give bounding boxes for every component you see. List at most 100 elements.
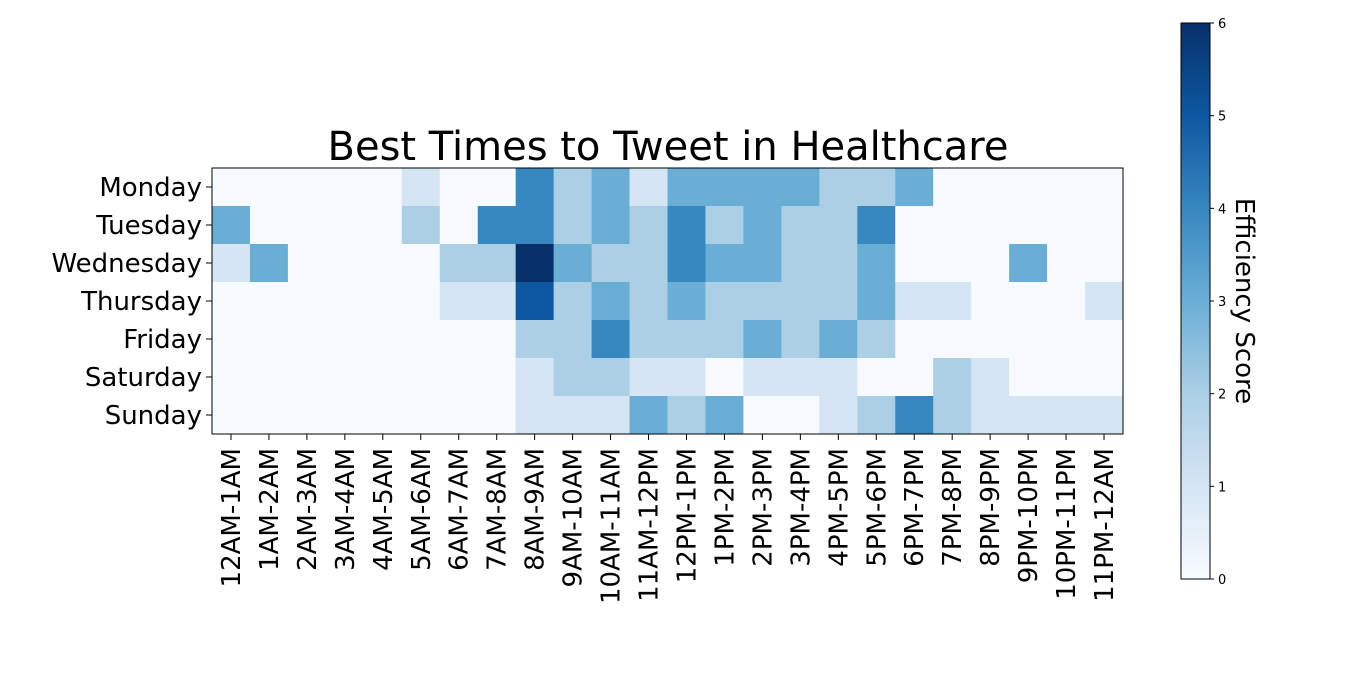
heatmap-cell: [895, 244, 934, 283]
heatmap-cell: [287, 396, 327, 435]
heatmap-cell: [212, 244, 251, 283]
heatmap-cell: [249, 396, 289, 435]
heatmap-cell: [667, 282, 706, 321]
heatmap-cell: [249, 358, 289, 397]
heatmap-cell: [743, 320, 782, 359]
x-axis: 12AM-1AM 1AM-2AM 2AM-3AM 3AM-4AM 4AM-5AM 5AM-…: [217, 434, 1120, 604]
heatmap-cell: [705, 168, 744, 207]
heatmap-cell: [249, 320, 289, 359]
heatmap-cell: [325, 168, 365, 207]
heatmap-cell: [212, 168, 251, 207]
heatmap-cell: [591, 320, 631, 359]
heatmap-cell: [212, 358, 251, 397]
heatmap-cell: [1047, 396, 1086, 435]
colorbar-ticks: 0 1 2 3 4 5 6: [1210, 17, 1226, 588]
heatmap-cell: [1085, 206, 1124, 245]
heatmap-cell: [363, 206, 403, 245]
heatmap-cell: [705, 396, 744, 435]
x-tick-label: 3PM-4PM: [786, 448, 816, 567]
y-axis: Monday Tuesday Wednesday Thursday Friday Satu…: [51, 173, 212, 431]
heatmap-cell: [629, 206, 668, 245]
heatmap-cell: [249, 206, 289, 245]
heatmap-cell: [857, 282, 896, 321]
heatmap-cell: [1047, 244, 1086, 283]
heatmap-cell: [553, 396, 593, 435]
heatmap-cell: [1009, 358, 1048, 397]
heatmap-cell: [781, 244, 820, 283]
x-tick-label: 10AM-11AM: [597, 448, 627, 604]
heatmap-cell: [1009, 168, 1048, 207]
x-tick-label: 7AM-8AM: [483, 448, 513, 571]
heatmap-cell: [629, 282, 668, 321]
heatmap-cell: [477, 282, 517, 321]
heatmap-cell: [325, 282, 365, 321]
x-tick-label: 11PM-12AM: [1090, 448, 1120, 602]
x-tick-label: 11AM-12PM: [635, 448, 665, 602]
heatmap-cell: [933, 396, 972, 435]
heatmap-cell: [1047, 358, 1086, 397]
heatmap-cell: [819, 244, 858, 283]
heatmap-cell: [1047, 168, 1086, 207]
x-tick-label: 1AM-2AM: [255, 448, 285, 571]
heatmap-cell: [439, 206, 479, 245]
heatmap-cell: [325, 358, 365, 397]
colorbar-tick-label: 4: [1218, 202, 1226, 217]
heatmap-cell: [971, 244, 1010, 283]
heatmap-cell: [819, 206, 858, 245]
y-tick-label: Tuesday: [95, 211, 202, 241]
heatmap-cell: [287, 168, 327, 207]
heatmap-cell: [629, 244, 668, 283]
heatmap-cell: [1085, 244, 1124, 283]
x-tick-label: 9AM-10AM: [559, 448, 589, 587]
x-tick-label: 8AM-9AM: [521, 448, 551, 571]
heatmap-cell: [401, 206, 441, 245]
y-tick-label: Sunday: [105, 401, 202, 431]
colorbar-label: Efficiency Score: [1229, 198, 1259, 404]
x-tick-label: 2AM-3AM: [293, 448, 323, 571]
heatmap-cell: [325, 206, 365, 245]
heatmap-cell: [629, 320, 668, 359]
heatmap-cell: [401, 396, 441, 435]
heatmap-cell: [1047, 282, 1086, 321]
heatmap-cell: [629, 396, 668, 435]
heatmap-cell: [933, 244, 972, 283]
heatmap-cell: [629, 358, 668, 397]
x-tick-label: 4AM-5AM: [369, 448, 399, 571]
heatmap-cell: [363, 358, 403, 397]
heatmap-cell: [857, 358, 896, 397]
heatmap-cell: [515, 396, 555, 435]
heatmap-cell: [971, 358, 1010, 397]
heatmap-cell: [781, 168, 820, 207]
heatmap-cell: [553, 244, 593, 283]
heatmap-cell: [249, 244, 289, 283]
heatmap-cell: [1085, 168, 1124, 207]
colorbar-tick-label: 5: [1218, 110, 1226, 125]
heatmap-cell: [895, 282, 934, 321]
heatmap-cell: [212, 320, 251, 359]
heatmap-cell: [971, 320, 1010, 359]
heatmap-cell: [477, 320, 517, 359]
heatmap-cell: [439, 244, 479, 283]
heatmap-cell: [705, 320, 744, 359]
heatmap-cell: [971, 396, 1010, 435]
heatmap-cell: [1009, 206, 1048, 245]
heatmap-cell: [249, 282, 289, 321]
colorbar-tick-label: 6: [1218, 17, 1226, 32]
colorbar-tick-label: 3: [1218, 295, 1226, 310]
heatmap-cell: [439, 282, 479, 321]
heatmap-cell: [553, 168, 593, 207]
heatmap-cell: [363, 168, 403, 207]
heatmap-cell: [781, 282, 820, 321]
heatmap-cell: [667, 320, 706, 359]
heatmap-cell: [857, 396, 896, 435]
heatmap-cell: [212, 282, 251, 321]
heatmap-cell: [705, 206, 744, 245]
heatmap-cell: [819, 358, 858, 397]
heatmap-cell: [857, 320, 896, 359]
heatmap-cell: [743, 282, 782, 321]
heatmap-cell: [1009, 320, 1048, 359]
heatmap-cell: [857, 244, 896, 283]
heatmap-cell: [553, 358, 593, 397]
heatmap-cell: [477, 206, 517, 245]
heatmap-cell: [857, 206, 896, 245]
